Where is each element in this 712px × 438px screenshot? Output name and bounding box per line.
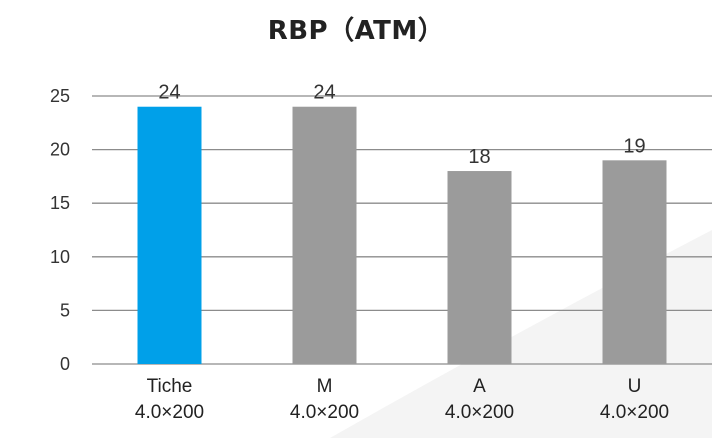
category-spec: 4.0×200 bbox=[290, 402, 359, 423]
category-name: A bbox=[473, 376, 486, 397]
category-spec: 4.0×200 bbox=[135, 402, 204, 423]
category-name: Tiche bbox=[147, 376, 193, 397]
x-axis-categories: Tiche 4.0×200 M 4.0×200 A 4.0×200 U 4.0×200 bbox=[135, 376, 669, 423]
y-tick-label: 25 bbox=[50, 86, 70, 106]
y-tick-label: 0 bbox=[60, 354, 70, 374]
bar-m bbox=[292, 106, 357, 364]
data-label: 24 bbox=[313, 82, 335, 104]
category-name: U bbox=[628, 376, 642, 397]
data-label: 19 bbox=[623, 135, 645, 157]
data-label: 24 bbox=[158, 82, 180, 104]
y-tick-label: 15 bbox=[50, 193, 70, 213]
bars bbox=[137, 106, 667, 364]
data-label: 18 bbox=[468, 146, 490, 168]
category-spec: 4.0×200 bbox=[600, 402, 669, 423]
y-axis-ticks: 0 5 10 15 20 25 bbox=[50, 86, 70, 374]
bar-a bbox=[447, 171, 512, 364]
y-tick-label: 5 bbox=[60, 300, 70, 320]
data-labels: 24 24 18 19 bbox=[158, 82, 645, 168]
bar-u bbox=[602, 160, 667, 364]
category-name: M bbox=[317, 376, 333, 397]
category-spec: 4.0×200 bbox=[445, 402, 514, 423]
y-tick-label: 20 bbox=[50, 140, 70, 160]
bar-tiche bbox=[137, 106, 202, 364]
y-tick-label: 10 bbox=[50, 247, 70, 267]
chart-title: RBP（ATM） bbox=[267, 16, 445, 46]
